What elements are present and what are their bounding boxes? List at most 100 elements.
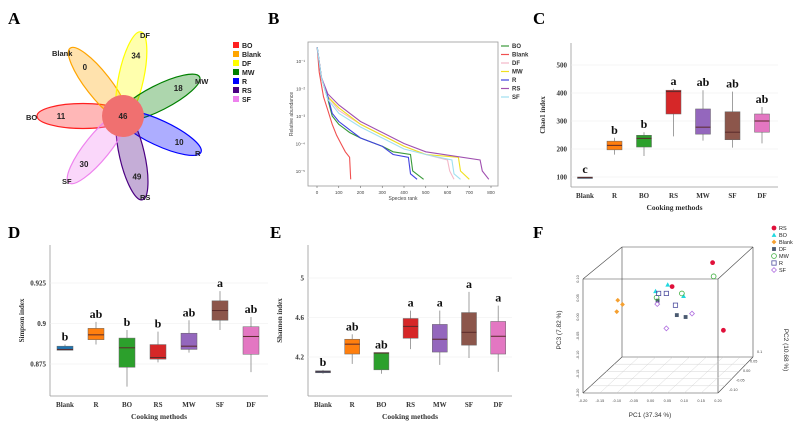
significance-letter: a <box>495 291 501 305</box>
series-line-df <box>316 47 455 180</box>
legend-marker <box>771 225 777 231</box>
legend-marker <box>771 253 777 259</box>
legend-label: SF <box>779 268 787 274</box>
y-tick-label: 0.10 <box>576 275 580 282</box>
x-tick-label: -0.10 <box>612 399 621 403</box>
x-tick-label: MW <box>696 192 710 200</box>
significance-letter: b <box>641 117 648 131</box>
legend-swatch <box>233 60 239 66</box>
point-rs <box>669 284 675 289</box>
y-tick-label: 300 <box>557 118 568 126</box>
legend-label: R <box>512 78 517 84</box>
x-tick-label: DF <box>246 401 255 409</box>
point-bo <box>681 293 686 299</box>
box-bo <box>636 135 652 148</box>
y-tick-label: 4.6 <box>295 314 304 322</box>
box-mw <box>180 332 198 350</box>
y-tick-label: 0.9 <box>37 320 46 328</box>
box-sf <box>724 111 741 141</box>
x-tick-label: Blank <box>314 401 332 409</box>
x-tick-label: 600 <box>444 190 452 195</box>
significance-letter: ab <box>346 319 359 333</box>
series-line-blank <box>316 47 352 180</box>
significance-letter: ab <box>245 302 258 316</box>
legend-label: RS <box>779 226 787 232</box>
x-tick-label: -0.05 <box>629 399 638 403</box>
legend-marker <box>771 267 777 273</box>
petal-label: MW <box>195 77 209 86</box>
legend-label: BO <box>512 44 521 50</box>
significance-letter: b <box>320 355 327 369</box>
x-tick-label: R <box>612 192 618 200</box>
significance-letter: ab <box>726 77 739 91</box>
legend-label: BO <box>779 233 788 239</box>
floor-grid <box>650 356 690 394</box>
significance-letter: a <box>408 296 414 310</box>
y-tick-label: 10⁻⁴ <box>296 142 305 147</box>
significance-letter: a <box>671 74 677 88</box>
x-tick-label: 500 <box>422 190 430 195</box>
floor-grid <box>616 356 656 394</box>
x-axis-label: Cooking methods <box>131 412 187 421</box>
petal-value: 34 <box>131 51 140 60</box>
floor-grid <box>684 356 724 394</box>
y-tick-label: 400 <box>557 90 568 98</box>
y-axis-label: Relative abundance <box>289 92 295 136</box>
point-blank <box>614 309 620 315</box>
significance-letter: ab <box>697 75 710 89</box>
x-tick-label: 100 <box>335 190 343 195</box>
petal-value: 0 <box>83 63 88 72</box>
x-tick-label: 200 <box>357 190 365 195</box>
significance-letter: b <box>155 317 162 331</box>
legend-label: DF <box>779 247 787 253</box>
chao1-boxplot: 100 200 300 400 500 c Blank b Rb BO a RS ab MW ab SF ab D… <box>539 43 778 212</box>
y-tick-label: 4.2 <box>295 354 304 362</box>
x-tick-label: 0.10 <box>681 399 688 403</box>
significance-letter: b <box>611 123 618 137</box>
legend-label: MW <box>242 70 255 77</box>
point-blank <box>620 302 625 307</box>
legend-swatch <box>233 42 239 48</box>
legend-label: SF <box>512 95 520 101</box>
floor-grid <box>667 356 707 394</box>
petal-label: BO <box>26 113 37 122</box>
legend-marker <box>771 239 777 245</box>
box-rs <box>149 344 167 360</box>
x-tick-label: RS <box>669 192 678 200</box>
box-df <box>754 113 770 133</box>
x-tick-label: 0.05 <box>664 399 671 403</box>
y-tick-label: 200 <box>557 146 568 154</box>
petal-label: RS <box>140 193 150 202</box>
shannon-boxplot: 4.2 4.6 5 b Blank ab Rab BO a RS a MW a SF a DF Cooking … <box>276 245 512 421</box>
x-tick-label: 400 <box>400 190 408 195</box>
y-axis-label: Shannon index <box>276 298 284 343</box>
legend-swatch <box>233 69 239 75</box>
z-tick-label: 0.00 <box>743 369 750 373</box>
box-df <box>242 326 260 355</box>
significance-letter: a <box>217 276 223 290</box>
floor-grid <box>700 356 741 394</box>
x-tick-label: SF <box>465 401 473 409</box>
box-blank <box>56 345 74 351</box>
y-tick-label: 0.875 <box>30 361 46 369</box>
legend-marker <box>771 260 777 266</box>
point-r <box>663 290 669 296</box>
petal-value: 11 <box>57 112 66 121</box>
y-tick-label: 100 <box>557 174 568 182</box>
z-tick-label: 0.05 <box>750 360 757 364</box>
x-tick-label: Blank <box>576 192 594 200</box>
point-sf <box>663 325 670 332</box>
x-tick-label: -0.20 <box>579 399 588 403</box>
petal-label: DF <box>140 31 150 40</box>
x-tick-label: MW <box>433 401 447 409</box>
petal-value: 10 <box>175 138 184 147</box>
z-tick-label: 0.1 <box>757 350 762 354</box>
floor-grid <box>633 356 673 394</box>
box-r <box>87 328 105 340</box>
z-axis-label: PC2 (10.68 %) <box>782 329 789 372</box>
box-mw <box>432 324 448 353</box>
x-tick-label: 0.15 <box>697 399 704 403</box>
y-axis-label: PC3 (7.82 %) <box>556 310 563 349</box>
legend-swatch <box>233 96 239 102</box>
series-line-r <box>316 47 418 180</box>
